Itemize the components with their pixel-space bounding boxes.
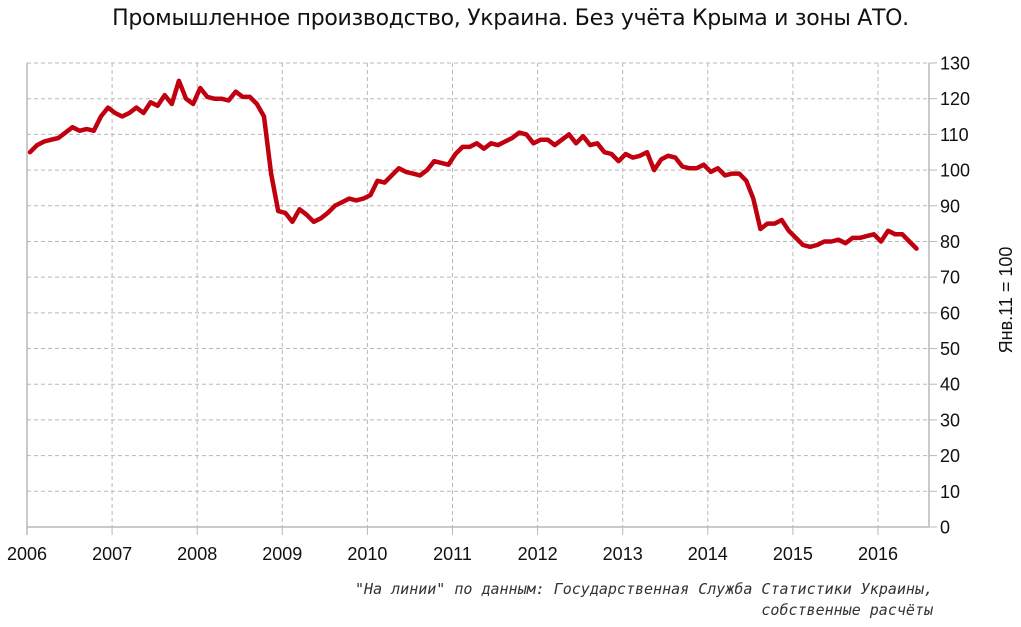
y-tick-label: 110 — [940, 125, 969, 145]
y-tick-label: 80 — [940, 232, 960, 252]
x-tick-label: 2008 — [177, 544, 217, 564]
source-line-2: собственные расчёты — [761, 601, 933, 619]
y-tick-label: 0 — [940, 518, 950, 538]
y-tick-label: 100 — [940, 161, 970, 181]
x-tick-label: 2006 — [7, 544, 47, 564]
x-tick-label: 2013 — [603, 544, 643, 564]
y-tick-label: 30 — [940, 410, 960, 430]
y-tick-label: 40 — [940, 375, 960, 395]
y-axis-label: Янв.11 = 100 — [996, 247, 1016, 354]
y-tick-label: 50 — [940, 339, 960, 359]
y-tick-label: 10 — [940, 482, 960, 502]
y-tick-label: 120 — [940, 89, 970, 109]
y-tick-label: 130 — [940, 54, 970, 74]
x-tick-label: 2014 — [688, 544, 728, 564]
chart-title: Промышленное производство, Украина. Без … — [112, 6, 909, 31]
y-tick-label: 60 — [940, 303, 960, 323]
source-note: "На линии" по данным: Государственная Сл… — [355, 579, 933, 621]
x-tick-label: 2011 — [433, 544, 472, 564]
x-tick-label: 2012 — [518, 544, 558, 564]
x-tick-label: 2015 — [773, 544, 813, 564]
x-tick-label: 2010 — [347, 544, 387, 564]
x-tick-label: 2009 — [262, 544, 302, 564]
y-tick-label: 20 — [940, 446, 960, 466]
y-tick-label: 70 — [940, 268, 960, 288]
x-tick-label: 2016 — [858, 544, 898, 564]
data-line — [27, 78, 919, 251]
y-tick-label: 90 — [940, 196, 960, 216]
x-tick-label: 2007 — [92, 544, 132, 564]
source-line-1: "На линии" по данным: Государственная Сл… — [355, 580, 933, 598]
